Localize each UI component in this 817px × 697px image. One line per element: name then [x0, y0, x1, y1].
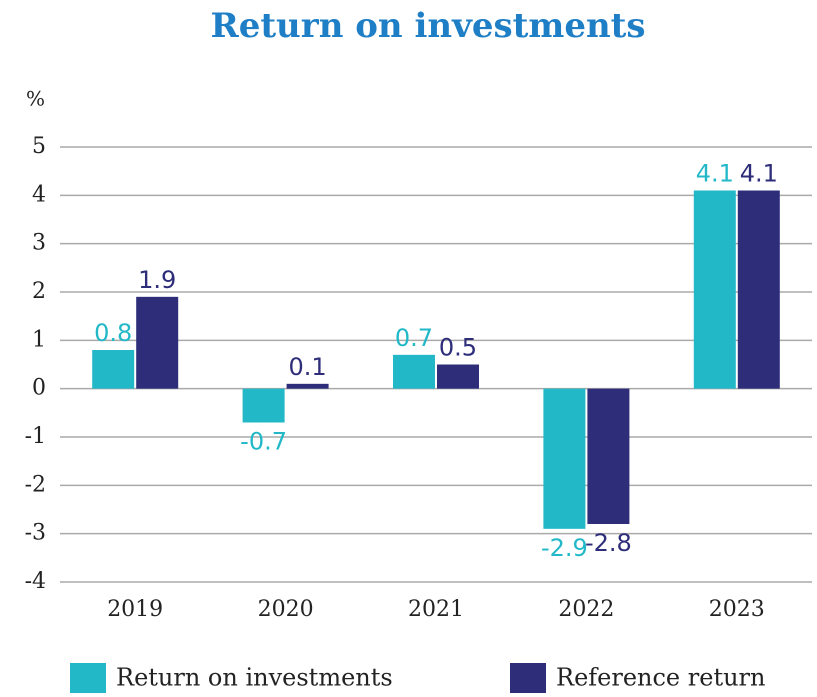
legend-label: Reference return — [556, 664, 765, 692]
bar — [393, 354, 435, 389]
bar — [587, 388, 630, 524]
value-label: -2.9 — [541, 534, 588, 562]
x-tick-label: 2023 — [709, 597, 765, 622]
y-tick-label: -3 — [25, 521, 46, 546]
bar — [693, 190, 736, 389]
legend-swatch — [510, 663, 546, 693]
bar — [543, 388, 586, 529]
bar — [437, 364, 479, 389]
bar — [737, 190, 780, 389]
value-label: -2.8 — [585, 529, 632, 557]
value-label: 4.1 — [696, 160, 734, 188]
x-tick-label: 2019 — [107, 597, 163, 622]
x-tick-label: 2022 — [558, 597, 614, 622]
legend-label: Return on investments — [116, 664, 393, 692]
y-tick-label: -2 — [25, 472, 46, 497]
x-tick-label: 2020 — [258, 597, 314, 622]
bar — [242, 388, 285, 423]
value-label: 4.1 — [740, 160, 778, 188]
y-tick-label: 5 — [32, 134, 46, 159]
value-label: 0.8 — [94, 319, 132, 347]
value-label: 0.7 — [395, 324, 433, 352]
y-tick-label: 1 — [32, 327, 46, 352]
y-tick-label: -4 — [25, 569, 46, 594]
bar — [136, 296, 179, 389]
value-label: 1.9 — [138, 266, 176, 294]
y-tick-label: 0 — [32, 376, 46, 401]
value-label: 0.1 — [289, 353, 327, 381]
y-tick-label: -1 — [25, 424, 46, 449]
legend-swatch — [70, 663, 106, 693]
y-tick-label: 3 — [32, 231, 46, 256]
value-label: 0.5 — [439, 334, 477, 362]
y-unit: % — [26, 87, 45, 111]
bar — [92, 350, 135, 389]
bar — [286, 383, 329, 389]
x-tick-label: 2021 — [408, 597, 464, 622]
value-label: -0.7 — [240, 428, 287, 456]
y-tick-label: 2 — [32, 279, 46, 304]
y-tick-label: 4 — [32, 182, 46, 207]
chart-title: Return on investments — [210, 6, 645, 46]
